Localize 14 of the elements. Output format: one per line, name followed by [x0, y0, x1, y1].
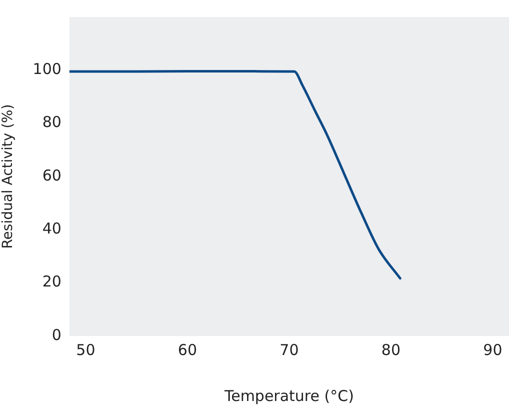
y-tick-label: 40 — [42, 220, 62, 238]
y-axis-title: Residual Activity (%) — [0, 104, 16, 249]
y-tick-label: 60 — [42, 166, 62, 184]
x-tick-label: 70 — [280, 340, 299, 359]
y-tick-label: 20 — [42, 272, 62, 291]
x-tick-label: 80 — [381, 340, 401, 359]
line-series — [69, 70, 402, 280]
x-axis-title: Temperature (°C) — [223, 386, 354, 405]
x-tick-label: 90 — [483, 340, 502, 359]
y-tick-label: 80 — [42, 113, 62, 132]
x-tick-label: 50 — [76, 340, 96, 359]
x-tick-label: 60 — [178, 340, 198, 359]
y-tick-label: 100 — [32, 60, 62, 78]
y-tick-label: 0 — [52, 326, 62, 344]
